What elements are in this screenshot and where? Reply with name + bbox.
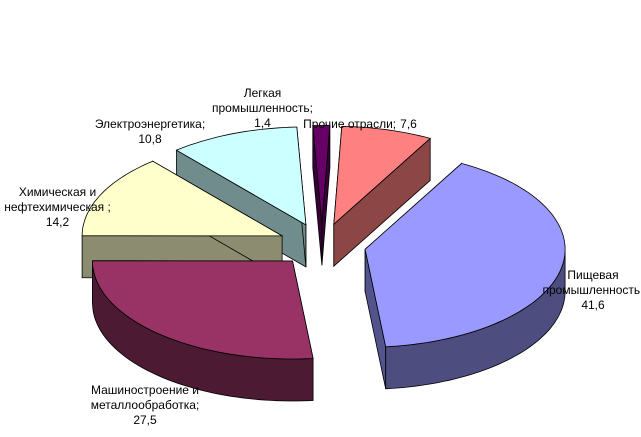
data-label: Машиностроение и металлообработка; 27,5: [60, 383, 230, 428]
category-label: Легкая промышленность;: [211, 86, 314, 115]
category-label: Прочие отрасли;: [303, 117, 397, 131]
slice-top: [175, 126, 307, 226]
data-label: Легкая промышленность; 1,4: [200, 86, 325, 131]
category-label: Электроэнергетика;: [94, 117, 206, 131]
value-label: 1,4: [254, 116, 271, 130]
data-label: Прочие отрасли; 7,6: [300, 117, 420, 132]
data-label: Пищевая промышленность; 41,6: [538, 268, 641, 313]
pie-slice: [92, 260, 314, 402]
slice-top: [312, 124, 331, 224]
slice-top: [333, 125, 432, 226]
pie-slice: [333, 125, 432, 268]
category-label: Машиностроение и металлообработка;: [90, 383, 200, 412]
value-label: 10,8: [138, 132, 162, 146]
value-label: 7,6: [400, 117, 417, 131]
data-label: Электроэнергетика; 10,8: [85, 117, 215, 147]
value-label: 27,5: [133, 413, 157, 427]
value-label: 14,2: [45, 215, 70, 229]
pie-slice: [364, 162, 566, 390]
slice-top: [81, 160, 284, 237]
pie-slice: [312, 124, 331, 266]
category-label: Химическая и нефтехимическая ;: [4, 185, 111, 214]
data-label: Химическая и нефтехимическая ; 14,2: [0, 185, 120, 230]
value-label: 41,6: [581, 298, 605, 312]
category-label: Пищевая промышленность;: [542, 268, 641, 297]
slice-top: [92, 260, 314, 360]
slice-top: [364, 162, 566, 348]
